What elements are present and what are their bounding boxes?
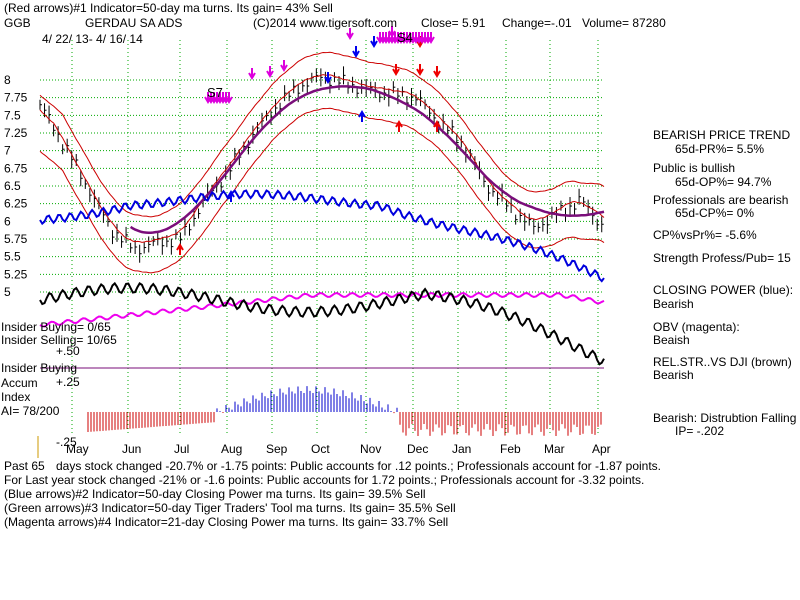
accum-plus25: +.25 — [56, 375, 80, 389]
signal-arrow-head — [416, 68, 424, 76]
signal-arrow-head — [427, 36, 435, 44]
upper-band — [39, 51, 605, 218]
cp-value: 65d-CP%= 0% — [675, 206, 755, 220]
ticker: GGB — [4, 16, 31, 30]
y-tick-label: 6.5 — [4, 179, 21, 193]
obv-line — [39, 291, 605, 328]
footer-past65-prefix: Past 65 — [4, 459, 45, 473]
obv-value: Beaish — [653, 333, 690, 347]
date-range: 4/ 22/ 13- 4/ 16/ 14 — [42, 32, 143, 46]
y-tick-label: 5.5 — [4, 250, 21, 264]
volume-value: Volume= 87280 — [582, 16, 666, 30]
close-value: Close= 5.91 — [421, 16, 486, 30]
obv-plus50: +.50 — [56, 344, 80, 358]
x-tick-label: Jul — [174, 442, 189, 456]
signal-arrow-head — [392, 68, 400, 76]
signal-arrow-head — [324, 76, 332, 84]
price-gridlines — [40, 79, 604, 293]
public-title: Public is bullish — [653, 161, 736, 175]
signal-arrow-head — [346, 32, 354, 40]
copyright: (C)2014 www.tigersoft.com — [253, 16, 398, 30]
pr-value: 65d-PR%= 5.5% — [675, 142, 765, 156]
y-tick-label: 5.25 — [4, 267, 28, 281]
y-tick-label: 5 — [4, 285, 11, 299]
relstr-title: REL.STR..VS DJI (brown) — [653, 355, 792, 369]
insider-selling-count: Insider Selling= 10/65 — [1, 333, 117, 347]
y-tick-label: 6.75 — [4, 161, 28, 175]
y-tick-label: 5.75 — [4, 232, 28, 246]
x-tick-label: Aug — [221, 442, 242, 456]
x-tick-label: Oct — [311, 442, 330, 456]
obv-title: OBV (magenta): — [653, 320, 740, 334]
index-label: Index — [1, 390, 31, 404]
footer-last-year: For Last year stock changed -21% or -1.6… — [4, 473, 645, 487]
footer-green-arrows: (Green arrows)#3 Indicator=50-day Tiger … — [4, 501, 456, 515]
y-tick-label: 6.25 — [4, 197, 28, 211]
x-tick-label: Apr — [592, 442, 611, 456]
signal-s4: S4 — [397, 30, 413, 45]
moving-average — [129, 85, 605, 235]
ip-value: IP= -.202 — [675, 424, 725, 438]
signal-arrow-head — [280, 64, 288, 72]
signal-arrow-head — [225, 96, 233, 104]
signal-arrow-head — [395, 120, 403, 128]
strength-value: Strength Profess/Pub= 15 — [653, 251, 791, 265]
lower-band — [39, 107, 605, 274]
accum-index-histogram — [87, 386, 602, 436]
accum-label: Accum — [1, 376, 38, 390]
x-tick-label: Jan — [452, 442, 471, 456]
pros-title: Professionals are bearish — [653, 193, 789, 207]
signal-arrow-head — [266, 70, 274, 78]
company-name: GERDAU SA ADS — [85, 16, 183, 30]
rel-strength-line — [39, 281, 605, 366]
closing-power-line — [39, 189, 605, 283]
y-axis-ticks: 8 7.75 7.5 7.25 7 6.75 6.5 6.25 6 5.75 5.5 5.25 5 — [4, 73, 28, 299]
op-value: 65d-OP%= 94.7% — [675, 175, 772, 189]
relstr-value: Bearish — [653, 368, 694, 382]
signal-arrow-head — [370, 40, 378, 48]
ai-value: AI= 78/200 — [1, 404, 60, 418]
y-tick-label: 6 — [4, 214, 11, 228]
signal-arrow-head — [227, 190, 235, 198]
x-tick-label: Mar — [544, 442, 565, 456]
footer-past65: days stock changed -20.7% or -1.75 point… — [56, 459, 662, 473]
insider-buying-count: Insider Buying= 0/65 — [1, 320, 111, 334]
insider-buying-line-label: Insider Buying — [1, 361, 78, 375]
footer-magenta-arrows: (Magenta arrows)#4 Indicator=21-day Clos… — [4, 515, 449, 529]
signal-arrows — [176, 26, 441, 255]
signal-arrow-head — [433, 70, 441, 78]
indicator-lines — [39, 51, 605, 369]
x-tick-label: Nov — [360, 442, 381, 456]
trend-title: BEARISH PRICE TREND — [653, 128, 791, 142]
x-tick-label: Sep — [266, 442, 288, 456]
closing-power-title: CLOSING POWER (blue): — [653, 283, 794, 297]
signal-arrow-head — [358, 110, 366, 118]
change-value: Change=-.01 — [502, 16, 572, 30]
y-tick-label: 8 — [4, 73, 11, 87]
footer-blue-arrows: (Blue arrows)#2 Indicator=50-day Closing… — [4, 487, 426, 501]
y-tick-label: 7.25 — [4, 126, 28, 140]
indicator-1-text: (Red arrows)#1 Indicator=50-day ma turns… — [4, 1, 333, 15]
x-tick-label: Dec — [407, 442, 428, 456]
x-tick-label: May — [66, 442, 89, 456]
signal-arrow-head — [352, 50, 360, 58]
signal-arrow-head — [433, 120, 441, 128]
closing-power-value: Bearish — [653, 297, 694, 311]
signal-s7: S7 — [207, 85, 223, 100]
signal-arrow-head — [248, 72, 256, 80]
y-tick-label: 7.5 — [4, 108, 21, 122]
x-tick-label: Jun — [122, 442, 141, 456]
x-tick-label: Feb — [500, 442, 521, 456]
signal-arrow-head — [176, 243, 184, 251]
accum-title: Bearish: Distrubtion Falling — [653, 411, 797, 425]
y-tick-label: 7.75 — [4, 91, 28, 105]
accum-minus25: -.25 — [56, 435, 77, 449]
month-gridlines — [37, 40, 599, 458]
x-axis-ticks: May Jun Jul Aug Sep Oct Nov Dec Jan Feb Mar Apr — [66, 442, 611, 456]
y-tick-label: 7 — [4, 144, 11, 158]
inner-band — [39, 74, 605, 243]
cpvspr-value: CP%vsPr%= -5.6% — [653, 228, 757, 242]
